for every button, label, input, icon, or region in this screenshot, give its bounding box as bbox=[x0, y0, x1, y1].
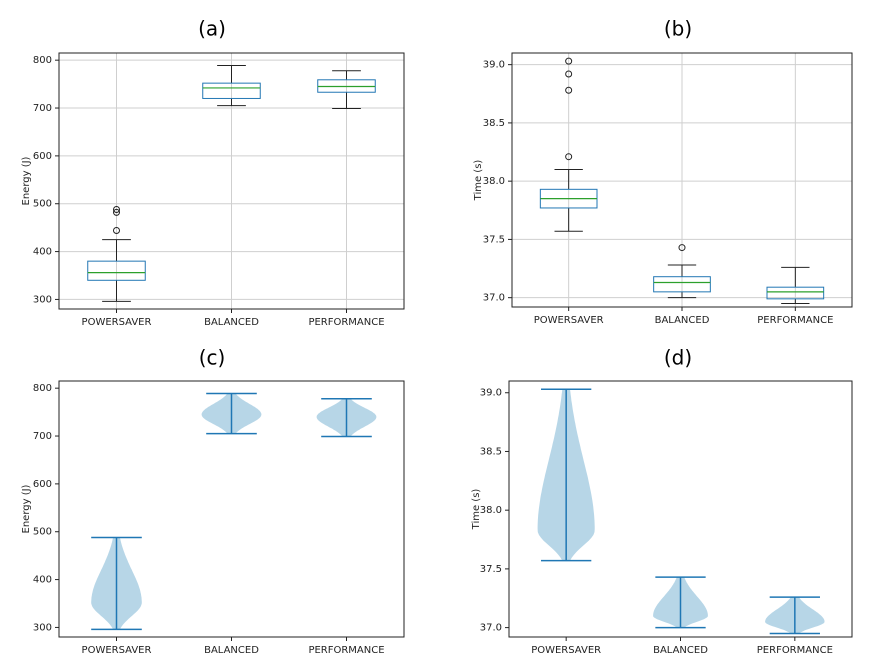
y-tick-label: 600 bbox=[33, 151, 52, 162]
y-tick-label: 39.0 bbox=[480, 388, 502, 399]
box-iqr bbox=[202, 82, 261, 99]
y-tick-label: 37.0 bbox=[480, 623, 502, 634]
box-iqr bbox=[87, 260, 146, 281]
panel-b: (b) 37.0 37.5 38.0 38.5 39.0 POWERSAVER BALANCE… bbox=[473, 17, 853, 326]
box-iqr bbox=[766, 286, 825, 300]
x-tick-label: POWERSAVER bbox=[534, 315, 604, 326]
axes-frame bbox=[511, 52, 853, 308]
x-tick-label: PERFORMANCE bbox=[308, 317, 384, 328]
y-axis-label: Energy (J) bbox=[21, 156, 32, 205]
y-tick-label: 37.5 bbox=[483, 234, 505, 245]
outlier-point bbox=[565, 153, 573, 161]
x-tick-label: BALANCED bbox=[655, 315, 710, 326]
y-tick-label: 400 bbox=[33, 247, 52, 258]
y-tick-label: 700 bbox=[33, 431, 52, 442]
x-tick-label: PERFORMANCE bbox=[308, 645, 384, 656]
axes-frame bbox=[58, 380, 405, 638]
y-axis-label: Time (s) bbox=[471, 489, 482, 531]
outlier-point bbox=[113, 208, 120, 216]
panel-label: (b) bbox=[664, 17, 692, 41]
y-tick-label: 38.5 bbox=[480, 446, 502, 457]
x-tick-label: POWERSAVER bbox=[82, 645, 152, 656]
y-tick-label: 300 bbox=[33, 622, 52, 633]
x-tick-label: BALANCED bbox=[653, 645, 708, 656]
y-tick-label: 39.0 bbox=[483, 60, 505, 71]
outlier-point bbox=[565, 86, 573, 94]
box-iqr bbox=[653, 276, 711, 293]
y-tick-label: 400 bbox=[33, 575, 52, 586]
y-tick-label: 38.0 bbox=[483, 176, 505, 187]
y-tick-label: 38.5 bbox=[483, 118, 505, 129]
panel-label: (a) bbox=[198, 17, 226, 41]
panel-c: (c) 300 400 500 600 700 800 POWERSAVER BALANCED P… bbox=[21, 346, 405, 656]
x-tick-label: PERFORMANCE bbox=[757, 315, 833, 326]
axes-frame bbox=[58, 52, 405, 310]
x-tick-label: POWERSAVER bbox=[82, 317, 152, 328]
panel-label: (d) bbox=[664, 346, 692, 370]
y-tick-label: 38.0 bbox=[480, 505, 502, 516]
outlier-point bbox=[113, 205, 120, 213]
x-tick-label: POWERSAVER bbox=[531, 645, 601, 656]
y-tick-label: 500 bbox=[33, 527, 52, 538]
outlier-point bbox=[678, 244, 686, 252]
x-tick-label: PERFORMANCE bbox=[757, 645, 833, 656]
outlier-point bbox=[565, 57, 573, 65]
panel-label: (c) bbox=[199, 346, 226, 370]
outlier-point bbox=[113, 227, 120, 235]
y-tick-label: 500 bbox=[33, 199, 52, 210]
y-tick-label: 300 bbox=[33, 294, 52, 305]
y-tick-label: 600 bbox=[33, 479, 52, 490]
y-tick-label: 800 bbox=[33, 55, 52, 66]
y-tick-label: 37.0 bbox=[483, 293, 505, 304]
axes-frame bbox=[508, 380, 853, 638]
y-axis-label: Time (s) bbox=[473, 160, 484, 202]
y-tick-label: 37.5 bbox=[480, 564, 502, 575]
panel-d: (d) 37.0 37.5 38.0 38.5 39.0 POWERSAVER BALANCE… bbox=[471, 346, 853, 656]
outlier-point bbox=[565, 70, 573, 78]
y-axis-label: Energy (J) bbox=[21, 484, 32, 533]
y-tick-label: 700 bbox=[33, 103, 52, 114]
y-tick-label: 800 bbox=[33, 383, 52, 394]
panel-a: (a) 300 400 500 600 700 800 POWERSAVER BALANCED P… bbox=[21, 17, 405, 328]
x-tick-label: BALANCED bbox=[204, 317, 259, 328]
x-tick-label: BALANCED bbox=[204, 645, 259, 656]
